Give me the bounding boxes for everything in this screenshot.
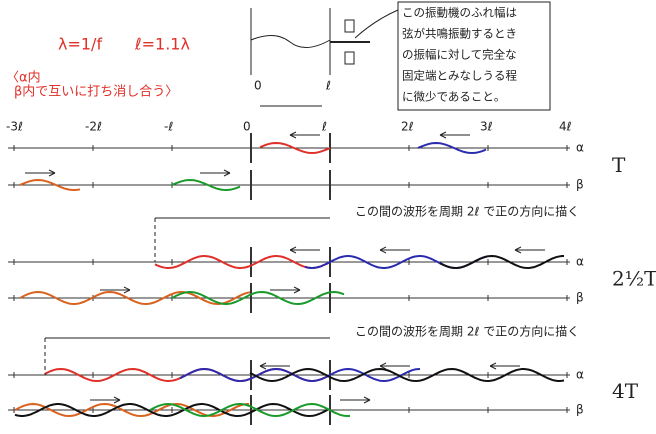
annotation: この間の波形を周期 2ℓ で正の方向に描く [355,324,579,339]
arrow-head [379,362,387,370]
time-label: 2½T [612,267,656,291]
note-line: 〈α内 [6,70,41,86]
axis-label: -3ℓ [6,120,23,134]
wave [19,178,81,192]
wave [171,290,345,306]
beta-label: β [576,403,584,417]
axis-label: -2ℓ [85,120,102,134]
arrow-head [259,362,267,370]
callout-line: に微少であること。 [402,90,505,104]
arrow-head [223,169,231,177]
wave [179,367,421,383]
callout-line: の振幅に対して完全な [402,48,517,62]
wave [149,402,351,418]
arrow-head [293,286,301,294]
beta-label: β [576,291,584,305]
time-label: 4T [612,379,639,403]
alpha-label: α [576,141,584,155]
axis-label: 2ℓ [401,120,414,134]
axis-label: -ℓ [164,120,173,134]
formula-lambda: λ=1/f [58,35,102,54]
wave [439,254,564,270]
wave [417,141,487,155]
formula-length: ℓ=1.1λ [134,35,190,54]
wave [259,141,331,155]
arrow-head [514,246,522,254]
wave [249,367,565,383]
axis-label: 0 [243,120,251,134]
wave [19,290,251,306]
apparatus-label: 0 [254,79,262,93]
annotation: この間の波形を周期 2ℓ で正の方向に描く [355,204,579,219]
wave [14,402,330,418]
wave [154,255,330,269]
alpha-label: α [576,368,584,382]
arrow-head [123,286,131,294]
axis-label: 3ℓ [480,120,493,134]
axis-label: 4ℓ [559,120,572,134]
axis-label: ℓ [321,120,327,134]
arrow-head [289,131,297,139]
apparatus [250,1,551,111]
beta-label: β [576,178,584,192]
arrow-head [48,169,56,177]
arrow-head [113,396,121,404]
arrow-head [363,396,371,404]
arrow-head [439,131,447,139]
apparatus-label: ℓ [325,79,331,93]
arrow-head [489,362,497,370]
arrow-head [289,246,297,254]
wave [171,178,241,192]
callout-line: 弦が共鳴振動するとき [402,27,517,41]
time-label: T [612,153,626,177]
note-line: β内で互いに打ち消し合う〉 [14,84,178,100]
callout-line: この振動機のふれ幅は [402,6,517,20]
alpha-label: α [576,255,584,269]
callout-line: 固定端とみなしうる程 [402,69,517,83]
arrow-head [379,246,387,254]
